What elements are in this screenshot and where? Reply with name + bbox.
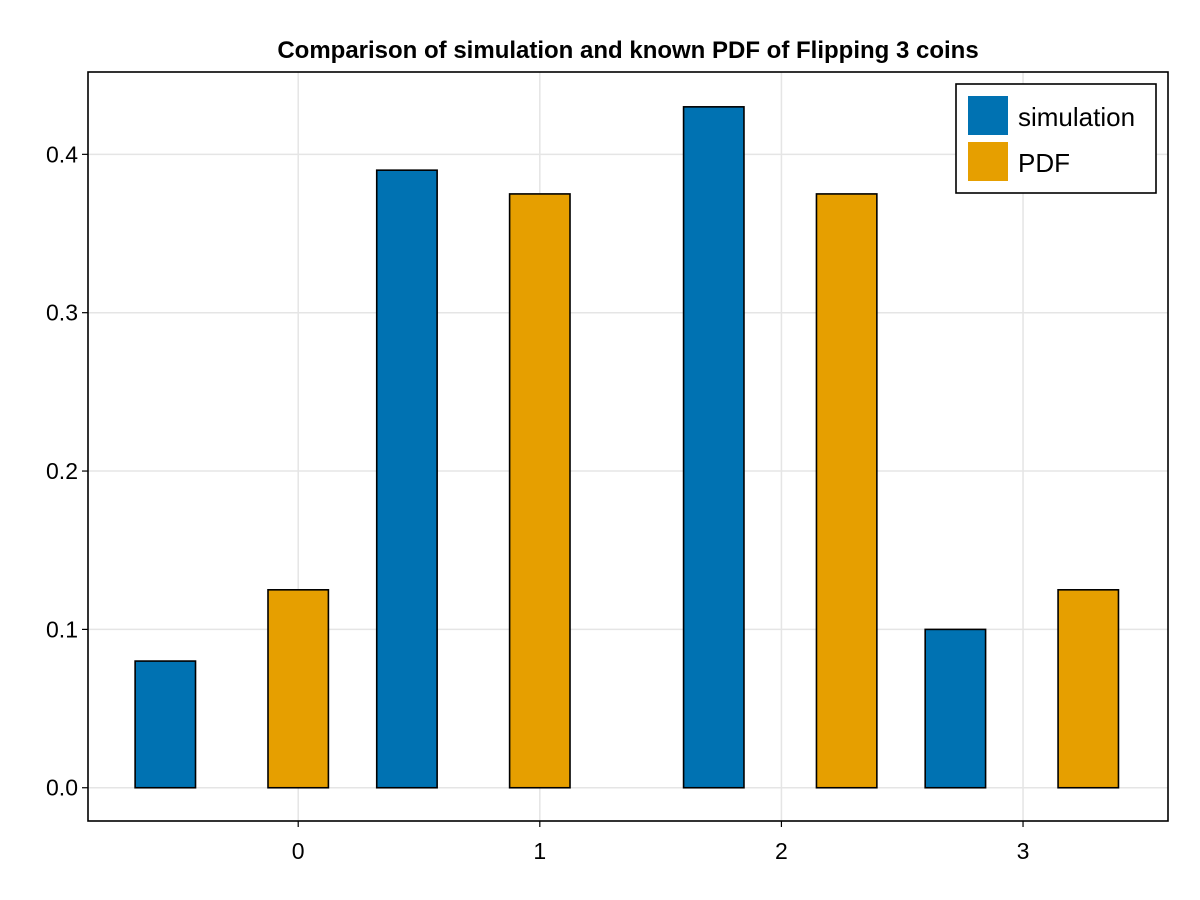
x-tick-label-1: 1 [533,838,546,864]
legend-label-pdf: PDF [1018,148,1070,178]
legend-swatch-pdf [968,142,1008,181]
x-axis-ticks: 0 1 2 3 [292,821,1030,864]
x-tick-label-3: 3 [1017,838,1030,864]
legend-swatch-simulation [968,96,1008,135]
legend: simulation PDF [955,83,1157,194]
bar-pdf-2 [815,193,878,789]
x-tick-label-2: 2 [775,838,788,864]
y-tick-label-3: 0.3 [46,300,78,326]
bar-simulation-2 [682,106,745,789]
y-tick-label-2: 0.2 [46,458,78,484]
y-axis-ticks: 0.0 0.1 0.2 0.3 0.4 [46,141,88,801]
bar-simulation-3 [924,628,987,789]
chart-title: Comparison of simulation and known PDF o… [277,37,978,64]
x-tick-label-0: 0 [292,838,305,864]
bar-simulation-0 [134,660,197,789]
y-tick-label-0: 0.0 [46,775,78,801]
plot-frame [87,71,1169,822]
bar-simulation-1 [375,169,438,789]
bar-pdf-3 [1057,589,1120,789]
y-tick-label-1: 0.1 [46,616,78,642]
y-tick-label-4: 0.4 [46,141,78,167]
legend-label-simulation: simulation [1018,102,1135,132]
bar-pdf-0 [267,589,330,789]
bar-pdf-1 [508,193,571,789]
bars-group [134,106,1120,789]
